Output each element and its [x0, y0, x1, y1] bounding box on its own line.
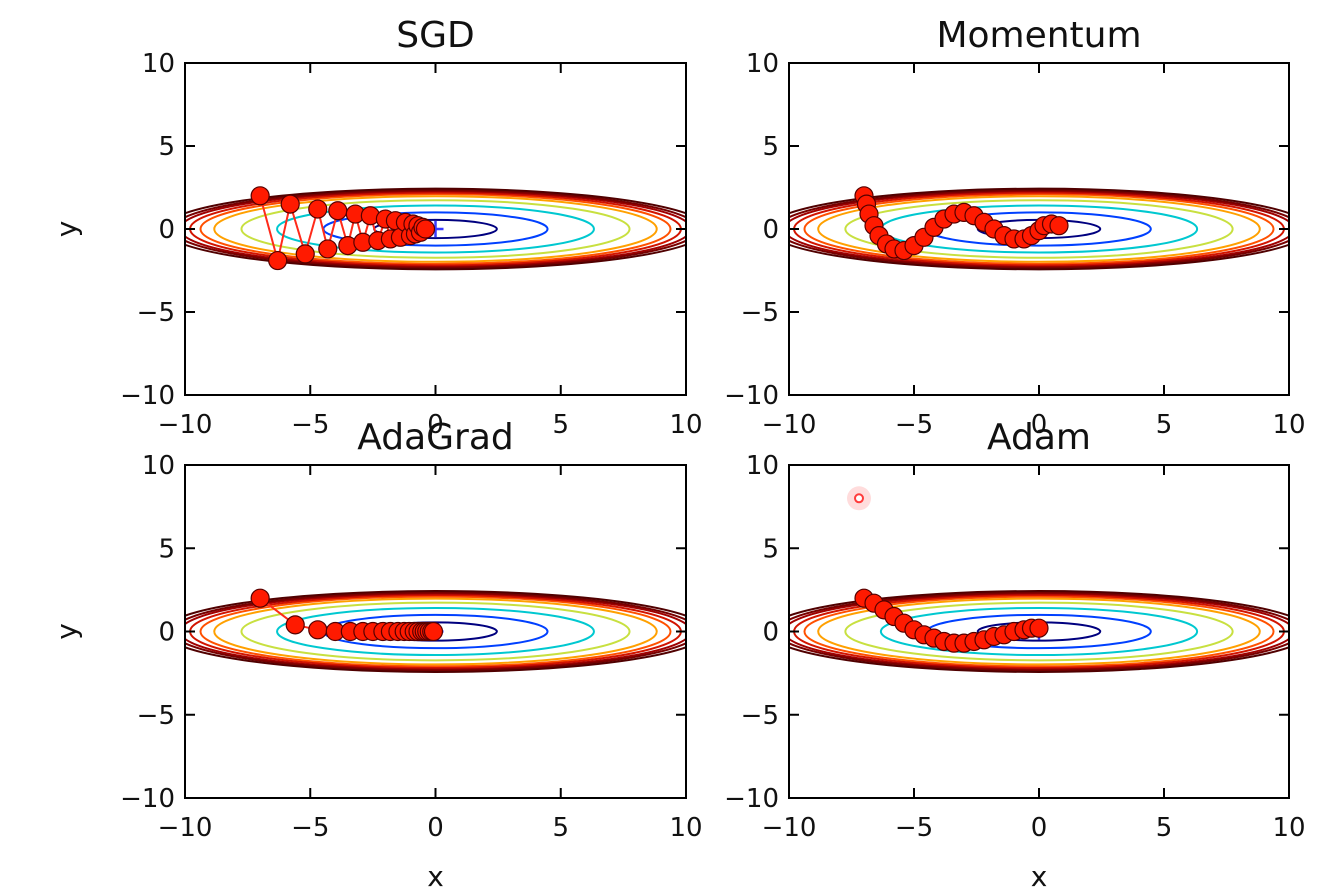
y-axis-label: y: [50, 221, 83, 238]
highlight-point: [854, 493, 864, 504]
x-tick-label: −5: [895, 813, 933, 843]
contour-line: [817, 597, 1261, 666]
x-tick-label: 5: [1156, 410, 1173, 440]
contour-line: [789, 187, 1289, 271]
x-tick-label: −10: [762, 410, 817, 440]
contour-group: [185, 588, 686, 673]
contour-line: [213, 597, 658, 666]
path-point: [295, 244, 315, 264]
x-tick-label: 0: [1031, 410, 1048, 440]
path-point: [318, 239, 338, 259]
y-tick-label: 10: [142, 451, 175, 481]
contour-line: [789, 189, 1289, 269]
contour-group: [185, 186, 686, 271]
contour-line: [185, 592, 686, 671]
x-tick-label: −10: [158, 410, 213, 440]
y-tick-label: −10: [120, 381, 175, 411]
contour-line: [199, 193, 672, 265]
panel-title: Adam: [987, 417, 1091, 458]
x-axis-label: x: [1031, 860, 1048, 893]
y-tick-label: 10: [746, 451, 779, 481]
path-point: [1049, 216, 1069, 236]
contour-group: [789, 588, 1289, 673]
panel-adam: −10 −5 0 5 10 10 5 0 −5 −10 Adam x: [724, 417, 1305, 893]
x-tick-label: 5: [552, 813, 569, 843]
panel-momentum: −10 −5 0 5 10 10 5 0 −5 −10 Momentum: [724, 15, 1305, 440]
contour-line: [844, 601, 1234, 662]
x-tick-label: 0: [427, 410, 444, 440]
y-tick-label: −10: [724, 784, 779, 814]
contour-line: [789, 592, 1289, 671]
contour-line: [879, 606, 1199, 657]
contour-line: [199, 595, 672, 668]
contour-line: [185, 187, 686, 271]
contour-line: [803, 595, 1275, 668]
x-tick-label: 10: [1272, 813, 1305, 843]
x-tick-label: 5: [552, 410, 569, 440]
x-tick-label: −10: [762, 813, 817, 843]
contour-line: [185, 590, 686, 673]
y-tick-label: −5: [741, 701, 779, 731]
x-tick-label: 0: [427, 813, 444, 843]
contour-line: [213, 195, 658, 263]
y-tick-label: 5: [158, 132, 175, 162]
contour-line: [185, 591, 686, 672]
y-tick-label: 5: [762, 132, 779, 162]
contour-line: [240, 199, 631, 259]
contour-line: [844, 199, 1234, 259]
y-tick-label: 5: [762, 534, 779, 564]
y-tick-label: 10: [746, 49, 779, 79]
y-tick-label: 10: [142, 49, 175, 79]
contour-line: [803, 193, 1275, 265]
x-axis-label: x: [427, 860, 444, 893]
y-tick-label: −5: [137, 701, 175, 731]
path-point: [415, 219, 436, 239]
x-tick-label: −5: [291, 410, 329, 440]
y-axis-label: y: [50, 623, 83, 640]
x-tick-label: −5: [291, 813, 329, 843]
path-point: [308, 199, 328, 219]
y-tick-label: −10: [120, 784, 175, 814]
contour-line: [240, 601, 631, 662]
y-tick-label: 0: [762, 618, 779, 648]
contour-line: [789, 590, 1289, 673]
contour-line: [276, 204, 595, 254]
panel-adagrad: −10 −5 0 5 10 10 5 0 −5 −10 AdaGrad y x: [50, 417, 703, 893]
contour-line: [185, 190, 686, 268]
x-tick-label: 5: [1156, 813, 1173, 843]
path-point: [423, 621, 444, 642]
x-tick-label: 0: [1031, 813, 1048, 843]
path-point: [1029, 618, 1049, 638]
contour-line: [789, 190, 1289, 268]
x-tick-label: −10: [158, 813, 213, 843]
panel-title: Momentum: [936, 15, 1141, 56]
contour-group: [789, 186, 1289, 271]
contour-line: [789, 591, 1289, 672]
x-tick-label: 10: [669, 813, 702, 843]
y-tick-label: −5: [137, 298, 175, 328]
path-point: [280, 194, 300, 214]
panel-title: AdaGrad: [357, 417, 514, 458]
panel-sgd: −10 −5 0 5 10 10 5 0 −5 −10 SGD y: [50, 15, 703, 440]
y-tick-label: 0: [762, 215, 779, 245]
contour-line: [276, 606, 595, 657]
contour-line: [817, 195, 1261, 263]
path-point: [250, 588, 270, 608]
y-tick-label: 5: [158, 534, 175, 564]
x-tick-label: 10: [1272, 410, 1305, 440]
y-tick-label: 0: [158, 215, 175, 245]
path-point: [285, 615, 305, 635]
y-tick-label: −5: [741, 298, 779, 328]
path-point: [328, 201, 348, 221]
path-point: [250, 186, 270, 206]
y-tick-label: 0: [158, 618, 175, 648]
y-tick-label: −10: [724, 381, 779, 411]
path-point: [268, 250, 288, 271]
path-point: [308, 620, 328, 640]
x-tick-label: −5: [895, 410, 933, 440]
x-tick-label: 10: [669, 410, 702, 440]
panel-title: SGD: [396, 15, 474, 56]
contour-line: [185, 189, 686, 269]
